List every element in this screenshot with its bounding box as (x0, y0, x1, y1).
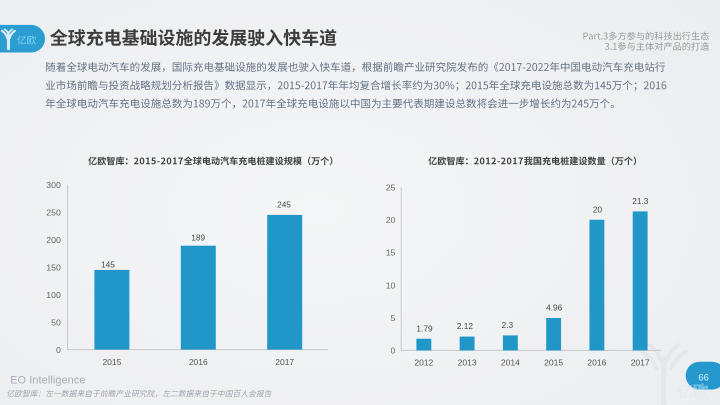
svg-text:5: 5 (391, 313, 396, 323)
svg-text:20: 20 (593, 204, 603, 214)
svg-text:2.12: 2.12 (457, 321, 474, 331)
svg-text:2016: 2016 (189, 357, 208, 367)
svg-text:2016: 2016 (587, 358, 606, 368)
svg-text:20: 20 (386, 215, 396, 225)
svg-text:200: 200 (46, 235, 61, 245)
svg-text:50: 50 (51, 317, 61, 327)
svg-text:2017: 2017 (275, 357, 294, 367)
svg-text:2013: 2013 (458, 358, 477, 368)
svg-text:145: 145 (101, 260, 115, 270)
svg-text:EO Intelligence: EO Intelligence (10, 375, 85, 387)
svg-text:2.3: 2.3 (502, 320, 514, 330)
svg-text:15: 15 (386, 248, 396, 258)
svg-text:0: 0 (56, 345, 61, 355)
svg-text:2015: 2015 (102, 357, 121, 367)
svg-text:10: 10 (386, 280, 396, 290)
svg-text:100: 100 (46, 290, 61, 300)
svg-text:150: 150 (46, 262, 61, 272)
svg-text:245: 245 (277, 200, 291, 210)
svg-text:2017: 2017 (631, 358, 650, 368)
svg-text:2012: 2012 (414, 358, 433, 368)
svg-text:2015: 2015 (544, 358, 563, 368)
svg-text:66: 66 (698, 372, 708, 383)
svg-text:1.79: 1.79 (416, 323, 433, 333)
svg-text:189: 189 (191, 233, 205, 243)
svg-text:0: 0 (391, 346, 396, 356)
svg-text:300: 300 (46, 180, 61, 190)
svg-text:250: 250 (46, 207, 61, 217)
svg-text:25: 25 (386, 182, 396, 192)
svg-text:4.96: 4.96 (546, 303, 563, 313)
svg-text:21.3: 21.3 (632, 196, 649, 206)
svg-text:2014: 2014 (501, 358, 520, 368)
